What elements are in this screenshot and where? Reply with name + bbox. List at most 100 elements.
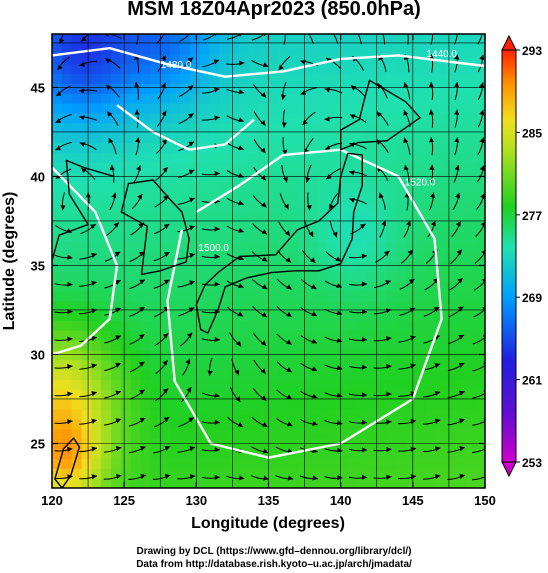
field-cell: [101, 93, 112, 104]
field-cell: [445, 241, 457, 252]
field-cell: [150, 241, 161, 252]
field-cell: [91, 349, 102, 361]
field-cell: [91, 280, 102, 292]
field-cell: [170, 93, 181, 104]
field-cell: [475, 251, 485, 262]
field-cell: [366, 63, 378, 75]
field-cell: [465, 409, 476, 420]
field-cell: [465, 448, 476, 459]
field-cell: [386, 468, 398, 479]
field-cell: [327, 103, 338, 114]
field-cell: [278, 53, 289, 65]
field-cell: [71, 280, 83, 292]
field-cell: [268, 221, 279, 232]
field-cell: [209, 349, 220, 361]
wind-arrow: [55, 141, 72, 151]
field-cell: [71, 458, 83, 469]
field-cell: [376, 438, 388, 450]
field-cell: [298, 53, 309, 65]
field-cell: [150, 93, 161, 104]
field-cell: [278, 478, 289, 488]
field-cell: [357, 83, 368, 94]
field-cell: [209, 53, 220, 65]
field-cell: [278, 389, 289, 400]
field-cell: [209, 231, 220, 242]
field-cell: [357, 379, 368, 390]
field-cell: [278, 221, 289, 232]
field-cell: [120, 280, 132, 292]
field-cell: [238, 428, 250, 440]
field-cell: [81, 172, 92, 183]
field-cell: [91, 191, 102, 203]
field-cell: [475, 389, 485, 400]
wind-arrow: [227, 306, 244, 317]
field-cell: [416, 182, 427, 193]
field-cell: [248, 320, 260, 331]
wind-arrow: [275, 475, 294, 481]
field-cell: [366, 43, 378, 55]
field-cell: [317, 83, 329, 94]
field-cell: [238, 162, 250, 173]
field-cell: [317, 280, 329, 292]
field-cell: [366, 241, 378, 252]
field-cell: [61, 330, 73, 341]
colorbar-gradient: [501, 49, 517, 463]
field-cell: [189, 103, 201, 114]
field-cell: [445, 468, 457, 479]
field-cell: [317, 93, 329, 104]
field-cell: [386, 63, 398, 75]
field-cell: [445, 152, 457, 163]
wind-arrow: [278, 221, 291, 237]
field-cell: [258, 478, 270, 488]
field-cell: [179, 448, 191, 459]
field-cell: [189, 34, 201, 45]
field-cell: [435, 231, 447, 242]
field-cell: [199, 320, 211, 331]
field-cell: [288, 428, 299, 440]
wind-arrow: [227, 417, 244, 428]
field-cell: [189, 182, 201, 193]
field-cell: [81, 201, 92, 213]
field-cell: [101, 221, 112, 232]
field-cell: [268, 211, 279, 223]
field-cell: [376, 478, 388, 488]
field-cell: [258, 241, 270, 252]
field-cell: [337, 142, 348, 154]
field-cell: [425, 241, 437, 252]
field-cell: [327, 310, 338, 321]
field-cell: [376, 418, 388, 430]
field-cell: [386, 310, 398, 321]
field-cell: [140, 409, 152, 420]
field-cell: [465, 34, 476, 45]
field-cell: [288, 270, 299, 282]
field-cell: [130, 93, 142, 104]
field-cell: [52, 231, 63, 242]
field-cell: [317, 201, 329, 213]
field-cell: [475, 43, 485, 55]
field-cell: [150, 399, 161, 410]
field-cell: [71, 270, 83, 282]
field-cell: [120, 290, 132, 302]
field-cell: [81, 63, 92, 75]
field-cell: [111, 379, 122, 390]
field-cell: [406, 270, 417, 282]
field-cell: [238, 349, 250, 361]
field-cell: [435, 63, 447, 75]
field-cell: [91, 103, 102, 114]
field-cell: [425, 468, 437, 479]
field-cell: [101, 320, 112, 331]
field-cell: [229, 399, 240, 410]
field-cell: [238, 172, 250, 183]
x-tick-label: 120: [41, 493, 63, 508]
field-cell: [288, 399, 299, 410]
field-cell: [120, 458, 132, 469]
field-cell: [81, 409, 92, 420]
field-cell: [298, 399, 309, 410]
field-cell: [307, 63, 319, 75]
field-cell: [475, 93, 485, 104]
field-cell: [475, 339, 485, 351]
field-cell: [366, 399, 378, 410]
field-cell: [455, 231, 466, 242]
field-cell: [327, 231, 338, 242]
field-cell: [396, 53, 407, 65]
